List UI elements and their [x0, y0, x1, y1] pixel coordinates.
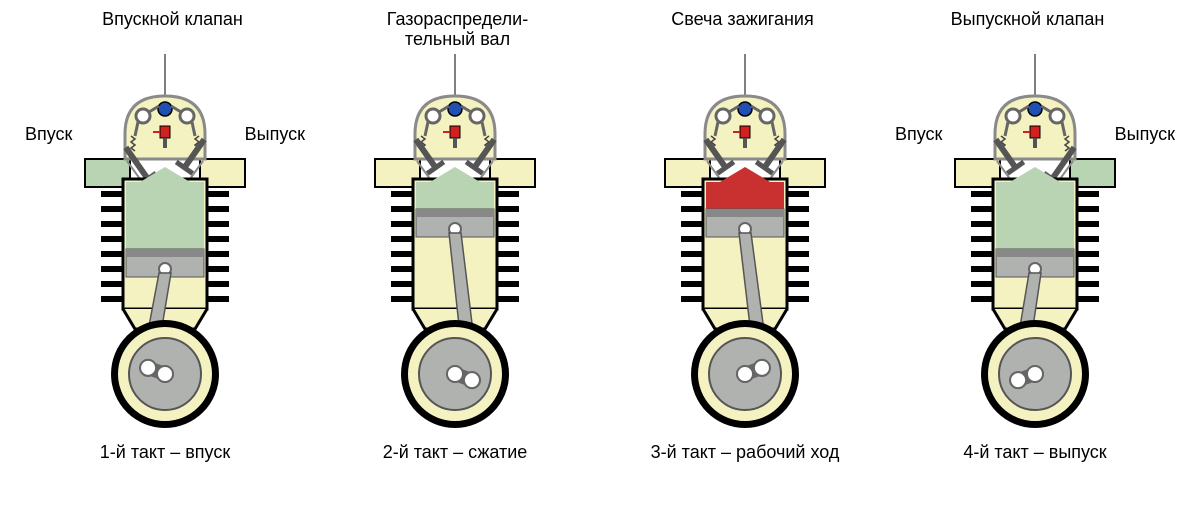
- caption-stroke4: 4-й такт – выпуск: [963, 442, 1106, 463]
- engine-wrap-stroke1: Впуск Выпуск 1-й такт –: [25, 54, 305, 463]
- caption-stroke3: 3-й такт – рабочий ход: [651, 442, 840, 463]
- engine-wrap-stroke2: 2-й такт – сжатие: [315, 54, 595, 463]
- engine-wrap-stroke3: 3-й такт – рабочий ход: [605, 54, 885, 463]
- label-camshaft: Газораспредели- тельный вал: [318, 10, 598, 50]
- engines-row: Впуск Выпуск 1-й такт –: [10, 54, 1190, 463]
- label-intake-valve: Впускной клапан: [33, 10, 313, 50]
- label-exhaust-side: Выпуск: [1115, 124, 1175, 145]
- caption-stroke1: 1-й такт – впуск: [100, 442, 230, 463]
- label-spark-plug: Свеча зажигания: [603, 10, 883, 50]
- top-labels-row: Впускной клапан Газораспредели- тельный …: [10, 10, 1190, 50]
- label-intake-side: Впуск: [895, 124, 942, 145]
- engine-wrap-stroke4: Впуск Выпуск 4-й такт –: [895, 54, 1175, 463]
- engine-stroke2: [355, 54, 555, 434]
- engine-stroke3: [645, 54, 845, 434]
- engine-stroke1: [65, 54, 265, 434]
- engine-stroke4: [935, 54, 1135, 434]
- label-exhaust-side: Выпуск: [245, 124, 305, 145]
- caption-stroke2: 2-й такт – сжатие: [383, 442, 528, 463]
- label-intake-side: Впуск: [25, 124, 72, 145]
- label-exhaust-valve: Выпускной клапан: [888, 10, 1168, 50]
